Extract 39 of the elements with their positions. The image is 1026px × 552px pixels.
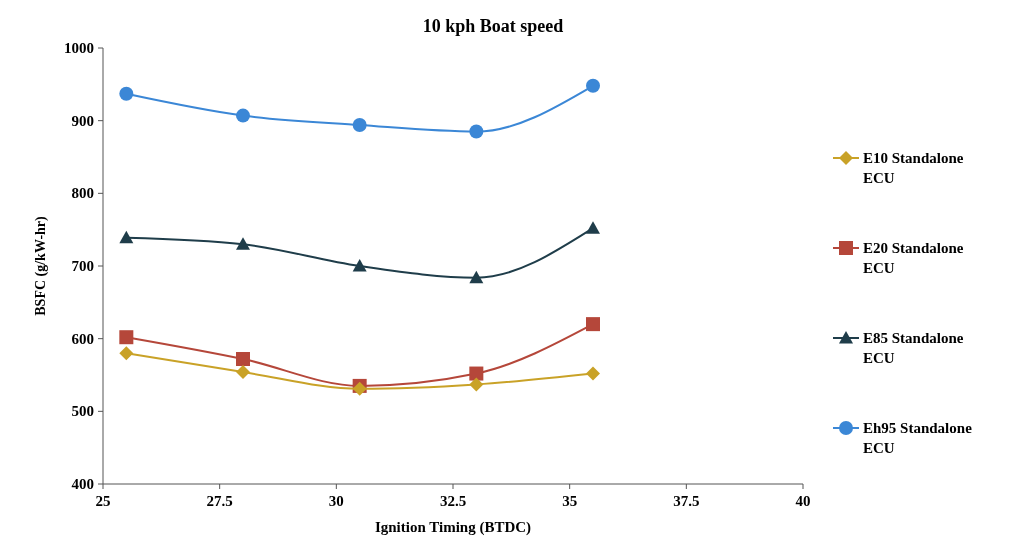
point (236, 352, 250, 367)
point (119, 330, 134, 345)
point (469, 124, 484, 139)
point (352, 118, 367, 133)
y-tick-label: 900 (71, 112, 94, 129)
x-tick-label: 25 (95, 493, 111, 509)
point (236, 108, 250, 123)
y-tick-label: 400 (71, 476, 94, 492)
point (586, 366, 600, 381)
point (586, 78, 600, 93)
point (469, 270, 484, 284)
legend-label: E10 Standalone ECU (863, 150, 964, 186)
point (469, 377, 484, 392)
x-axis-title: Ignition Timing (BTDC) (374, 519, 532, 536)
point (119, 86, 134, 101)
legend-label: E20 Standalone ECU (863, 240, 964, 276)
point (236, 237, 250, 250)
point (469, 366, 484, 381)
point (352, 259, 367, 272)
y-tick-label: 600 (71, 330, 94, 347)
x-tick-label: 27.5 (206, 493, 233, 509)
legend-label: E85 Standalone ECU (863, 330, 964, 366)
y-axis-title: BSFC (g/kW-hr) (33, 215, 49, 316)
legend-label: Eh95 Standalone ECU (863, 420, 973, 456)
point (119, 230, 134, 244)
point (236, 365, 250, 380)
x-tick-label: 32.5 (439, 493, 467, 509)
x-tick-label: 35 (562, 493, 578, 509)
point (586, 221, 600, 234)
point (586, 317, 600, 332)
y-tick-label: 500 (71, 403, 94, 420)
point (119, 346, 134, 361)
y-tick-label: 700 (71, 258, 94, 274)
y-tick-label: 800 (71, 185, 94, 202)
chart-title: 10 kph Boat speed (422, 16, 564, 36)
y-tick-label: 1000 (64, 40, 94, 56)
x-tick-label: 40 (795, 493, 811, 509)
x-tick-label: 37.5 (673, 493, 700, 509)
x-tick-label: 30 (328, 493, 344, 509)
